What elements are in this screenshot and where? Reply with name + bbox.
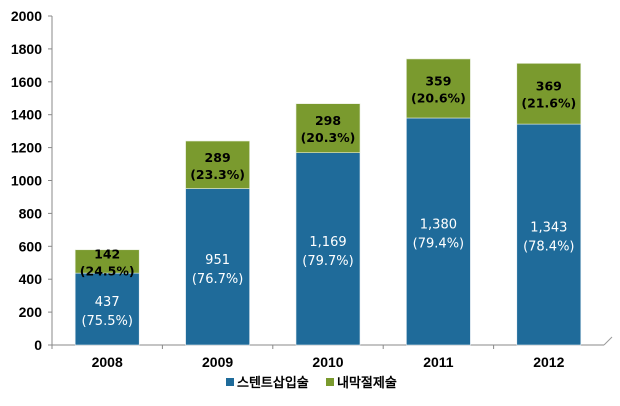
y-tick-label: 1200 (11, 140, 42, 156)
bar-endarterectomy-2009 (185, 140, 250, 189)
axis-depth-edge (603, 336, 613, 346)
bar-value-label: 437 (95, 295, 120, 310)
bar-pct-label: (20.6%) (411, 90, 466, 105)
bar-pct-label: (75.5%) (81, 314, 132, 329)
bar-pct-label: (21.6%) (521, 96, 576, 111)
x-tick-label: 2009 (202, 354, 233, 370)
x-tick-label: 2011 (423, 354, 454, 370)
bar-endarterectomy-2011 (406, 58, 471, 119)
legend-swatch-endarterectomy (326, 378, 334, 386)
bar-pct-label: (76.7%) (192, 272, 243, 287)
bar-pct-label: (79.7%) (302, 254, 353, 269)
bar-endarterectomy-2012 (516, 63, 582, 125)
bar-value-label: 1,169 (309, 235, 346, 250)
legend-label: 스텐트삽입술 (237, 375, 309, 391)
y-tick-label: 1800 (11, 41, 42, 57)
bar-pct-label: (79.4%) (413, 236, 464, 251)
y-tick-label: 800 (19, 205, 43, 221)
y-tick-label: 2000 (11, 8, 42, 24)
bar-stent-2008 (74, 272, 140, 346)
bar-value-label: 359 (425, 73, 451, 88)
bar-value-label: 1,343 (530, 221, 567, 236)
bar-endarterectomy-2008 (74, 249, 140, 274)
y-tick-label: 1000 (11, 173, 42, 189)
bar-stent-2009 (185, 188, 250, 346)
bar-value-label: 289 (205, 150, 231, 165)
bar-value-label: 951 (205, 253, 230, 268)
bar-pct-label: (20.3%) (301, 130, 356, 145)
x-tick-label: 2008 (92, 354, 123, 370)
bar-pct-label: (23.3%) (190, 167, 245, 182)
data-labels: 437 (75.5%) 142 (24.5%) 951 (76.7%) 289 (23.3%)… (80, 73, 576, 329)
y-tick-label: 1600 (11, 74, 42, 90)
bar-value-label: 298 (315, 113, 341, 128)
y-tick-label: 200 (19, 304, 43, 320)
x-tick-label: 2012 (533, 354, 564, 370)
x-tick-label: 2010 (312, 354, 343, 370)
legend-swatch-stent (226, 378, 234, 386)
axes: 0 200 400 600 800 1000 1200 1400 1600 1800 2000 200… (11, 8, 613, 370)
bar-value-label: 142 (94, 246, 120, 261)
y-tick-label: 600 (19, 238, 43, 254)
bar-pct-label: (78.4%) (523, 240, 574, 255)
bar-pct-label: (24.5%) (80, 263, 135, 278)
y-tick-label: 400 (19, 271, 43, 287)
y-tick-label: 0 (34, 337, 42, 353)
bar-value-label: 369 (536, 79, 562, 94)
bar-endarterectomy-2010 (295, 103, 361, 153)
legend-label: 내막절제술 (337, 375, 397, 391)
bar-stent-2011 (406, 117, 471, 346)
bar-stent-2010 (295, 152, 361, 346)
bars (74, 58, 582, 346)
legend: 스텐트삽입술 내막절제술 (226, 375, 397, 391)
bar-value-label: 1,380 (420, 217, 457, 232)
bar-stent-2012 (516, 123, 582, 346)
y-tick-label: 1400 (11, 107, 42, 123)
